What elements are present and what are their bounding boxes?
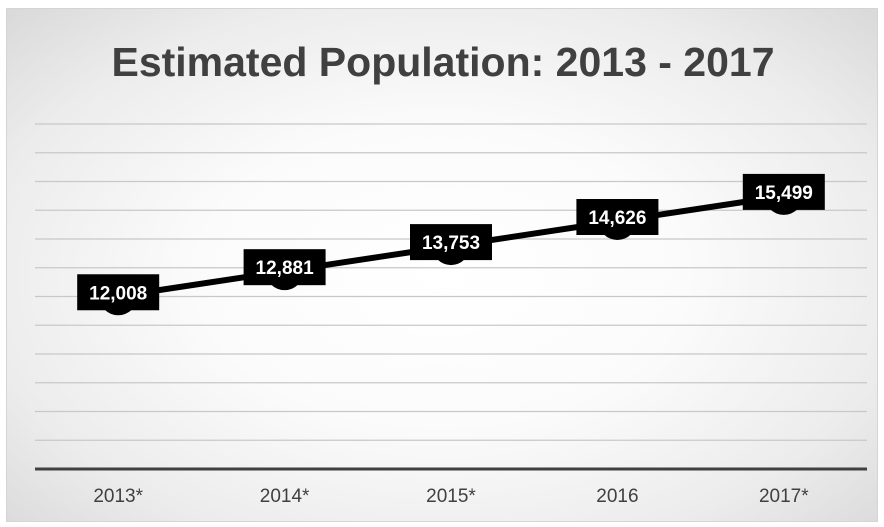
data-labels: 12,008 12,881 13,753 14,626 15,499 bbox=[77, 173, 825, 311]
data-label-box bbox=[410, 224, 492, 261]
x-tick-labels: 2013* 2014* 2015* 2016 2017* bbox=[93, 486, 809, 507]
data-label-box bbox=[77, 274, 160, 311]
chart-area: Estimated Population: 2013 - 2017 2013* 2… bbox=[6, 8, 878, 522]
data-label: 14,626 bbox=[588, 208, 646, 229]
x-tick-label: 2016 bbox=[596, 486, 638, 507]
plot-area: 2013* 2014* 2015* 2016 2017* 12,008 12,881 13,… bbox=[35, 123, 867, 507]
data-label-box bbox=[742, 173, 825, 210]
gridlines bbox=[35, 123, 867, 441]
data-label-box bbox=[576, 199, 659, 236]
data-label: 12,008 bbox=[89, 283, 147, 304]
x-tick-label: 2015* bbox=[426, 486, 476, 507]
data-label: 15,499 bbox=[755, 183, 813, 204]
x-tick-label: 2017* bbox=[759, 486, 809, 507]
data-label: 13,753 bbox=[422, 233, 480, 254]
chart-title: Estimated Population: 2013 - 2017 bbox=[111, 39, 775, 85]
data-label: 12,881 bbox=[256, 258, 315, 279]
x-tick-label: 2013* bbox=[93, 486, 143, 507]
data-label-box bbox=[243, 249, 326, 286]
x-tick-label: 2014* bbox=[260, 486, 310, 507]
